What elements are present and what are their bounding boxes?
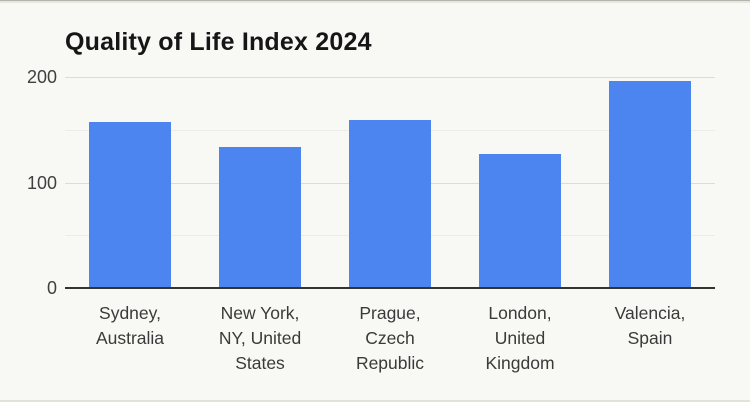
x-label-line: Kingdom <box>485 353 555 373</box>
x-label-valencia-spain: Valencia, Spain <box>585 301 715 376</box>
x-label-line: London, <box>488 303 552 323</box>
y-tick-label-0: 0 <box>46 278 57 298</box>
x-label-line: Valencia, <box>614 303 686 323</box>
x-label-line: Spain <box>627 328 673 348</box>
x-label-sydney-australia: Sydney, Australia <box>65 301 195 376</box>
plot-area <box>65 77 715 289</box>
major-gridline-200 <box>65 77 715 78</box>
x-label-line: States <box>235 353 285 373</box>
bar-prague-czech-republic[interactable] <box>349 120 431 288</box>
x-label-line: United <box>494 328 546 348</box>
x-label-prague-czech-republic: Prague, Czech Republic <box>325 301 455 376</box>
x-label-line: Australia <box>95 328 165 348</box>
x-label-line: Sydney, <box>99 303 161 323</box>
x-label-london-united-kingdom: London, United Kingdom <box>455 301 585 376</box>
x-label-line: Czech <box>365 328 415 348</box>
chart-title: Quality of Life Index 2024 <box>65 28 372 56</box>
x-label-new-york-ny-united-states: New York, NY, United States <box>195 301 325 376</box>
card-top-edge <box>0 1 750 3</box>
x-label-line: New York, <box>220 303 300 323</box>
x-label-line: NY, United <box>218 328 302 348</box>
bar-valencia-spain[interactable] <box>609 81 691 288</box>
y-tick-label-200: 200 <box>26 67 57 87</box>
x-label-line: Prague, <box>359 303 421 323</box>
x-axis-labels: Sydney, Australia New York, NY, United State… <box>65 301 715 376</box>
x-axis-baseline <box>65 287 715 289</box>
x-label-line: Republic <box>355 353 425 373</box>
y-tick-label-100: 100 <box>26 172 57 193</box>
bar-new-york-ny-united-states[interactable] <box>219 147 301 288</box>
bar-sydney-australia[interactable] <box>89 122 171 288</box>
bar-london-united-kingdom[interactable] <box>479 154 561 288</box>
